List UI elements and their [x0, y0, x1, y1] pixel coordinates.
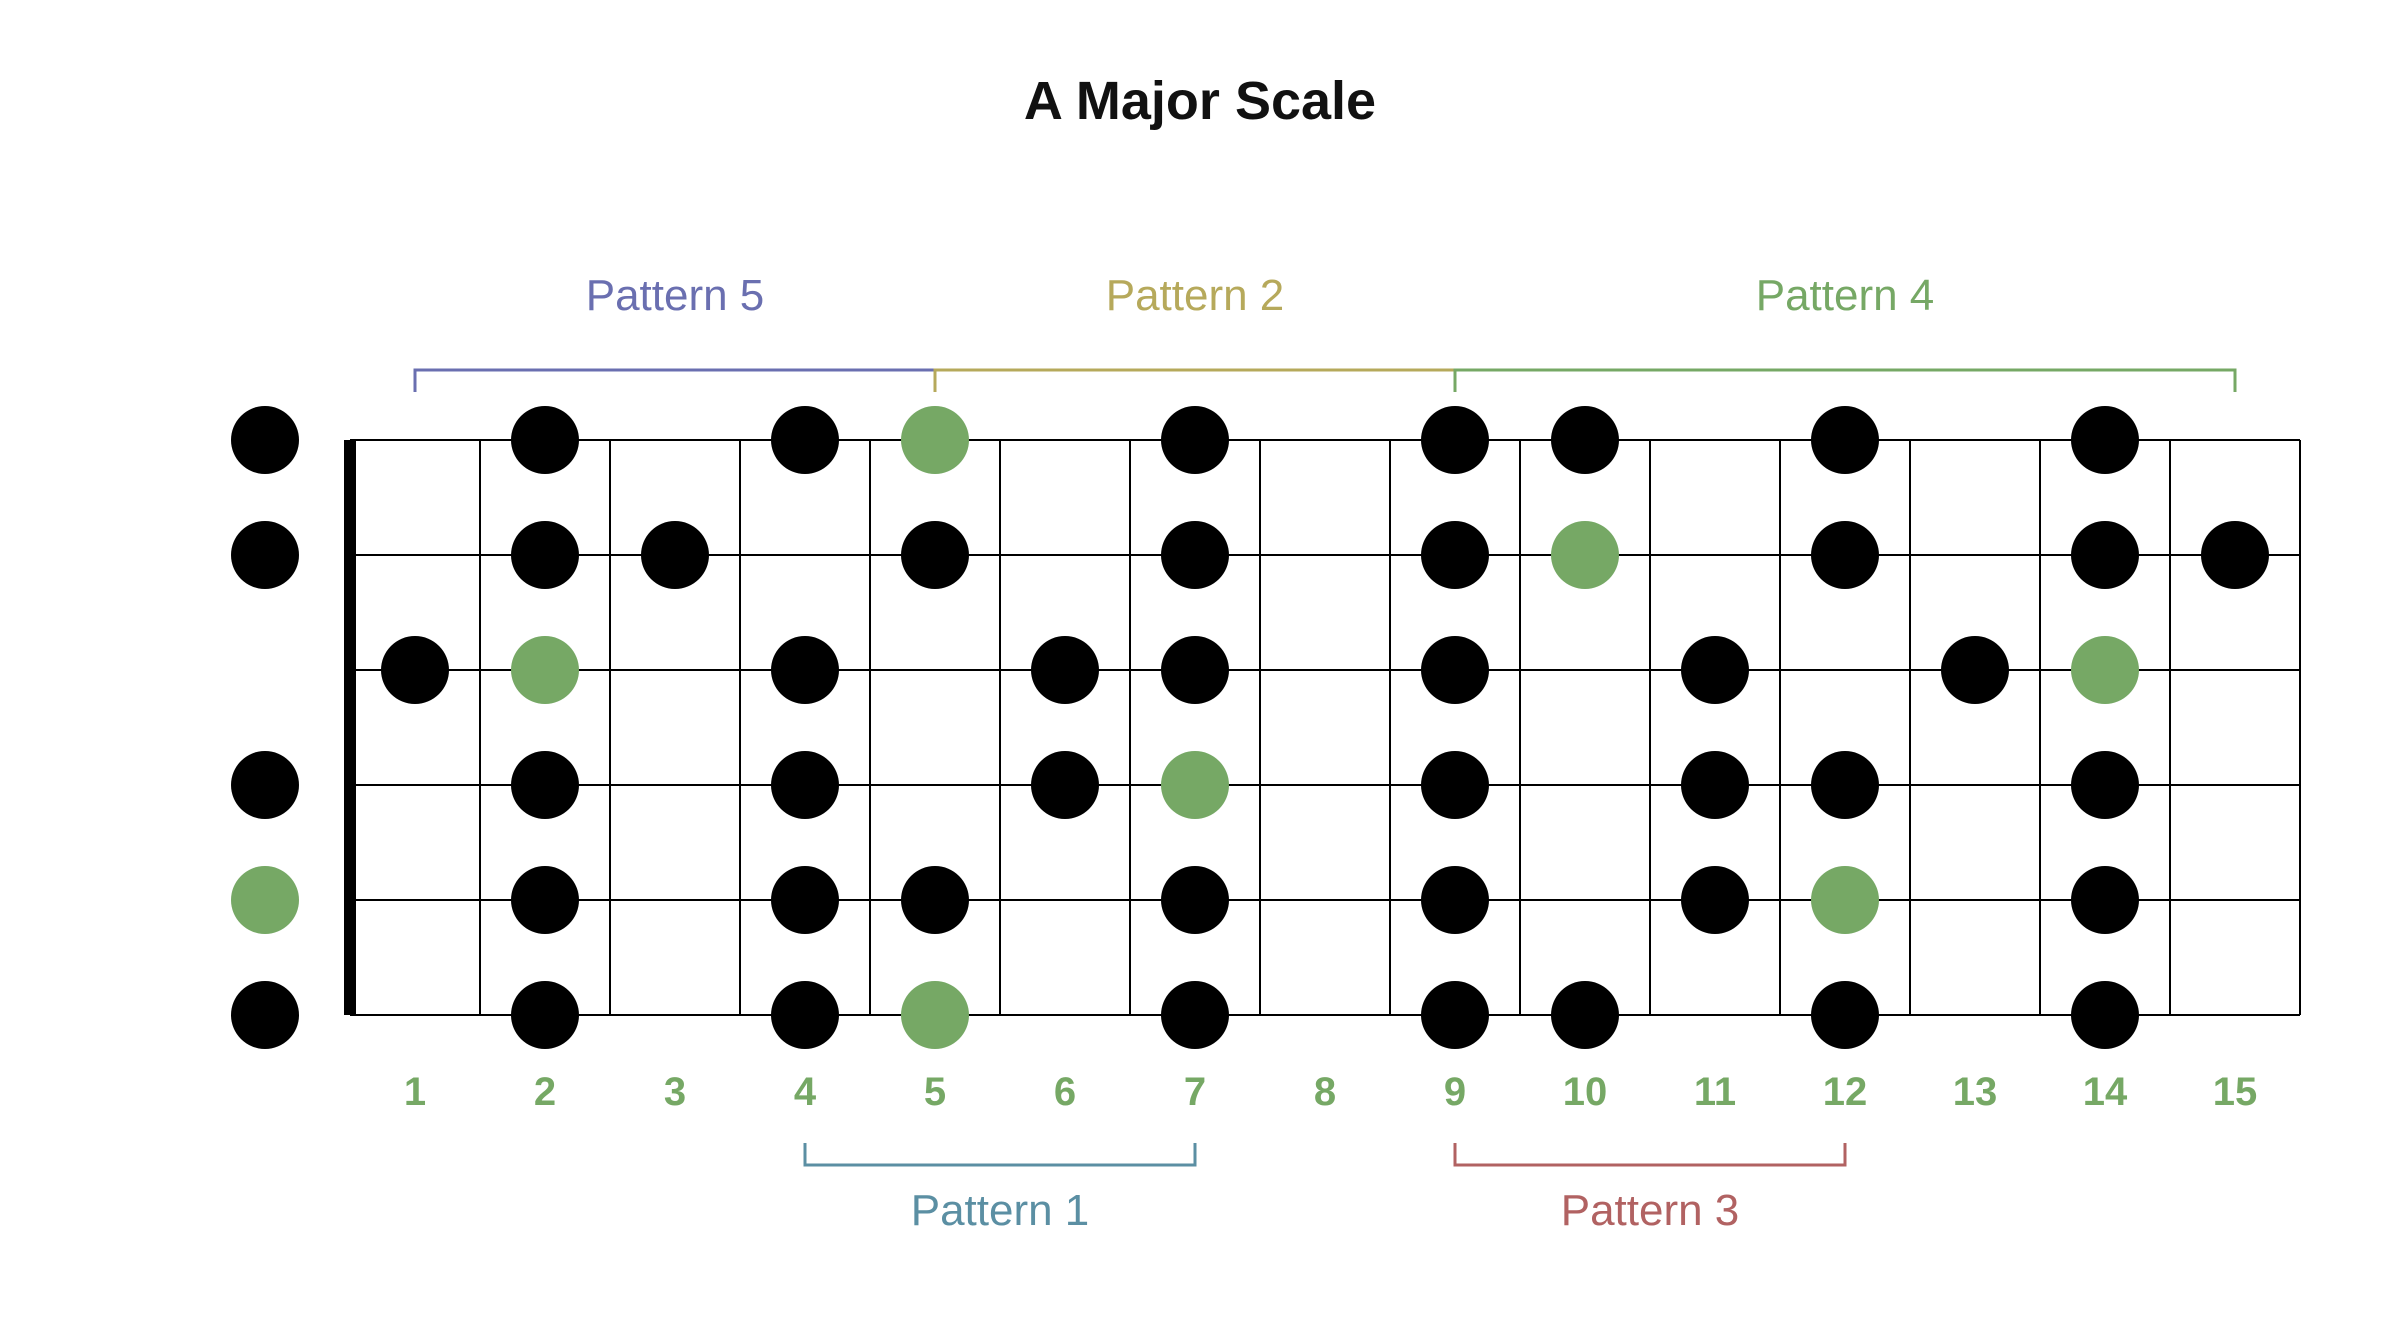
note	[511, 866, 579, 934]
note	[1811, 406, 1879, 474]
note	[511, 406, 579, 474]
pattern-bracket-top	[935, 370, 1455, 392]
pattern-bracket-bottom	[805, 1143, 1195, 1165]
note	[231, 521, 299, 589]
note	[1421, 636, 1489, 704]
diagram-title: A Major Scale	[0, 70, 2400, 132]
fret-number: 5	[924, 1070, 946, 1114]
note	[1551, 981, 1619, 1049]
note	[771, 751, 839, 819]
note	[1421, 866, 1489, 934]
fret-number: 7	[1184, 1070, 1206, 1114]
note	[1551, 406, 1619, 474]
note	[511, 751, 579, 819]
note	[1941, 636, 2009, 704]
note-root	[901, 406, 969, 474]
note	[1681, 866, 1749, 934]
pattern-label-bottom: Pattern 3	[1561, 1186, 1740, 1235]
note-root	[231, 866, 299, 934]
note	[901, 866, 969, 934]
fret-number: 13	[1953, 1070, 1998, 1114]
pattern-label-top: Pattern 5	[586, 271, 765, 320]
fret-number: 8	[1314, 1070, 1336, 1114]
note	[901, 521, 969, 589]
fret-number: 6	[1054, 1070, 1076, 1114]
fret-number: 4	[794, 1070, 817, 1114]
note	[1421, 521, 1489, 589]
fret-number: 11	[1694, 1070, 1736, 1114]
note	[1811, 521, 1879, 589]
note	[1161, 406, 1229, 474]
fret-number: 3	[664, 1070, 686, 1114]
note	[381, 636, 449, 704]
fret-number: 1	[404, 1070, 426, 1114]
fret-number: 15	[2213, 1070, 2258, 1114]
note	[231, 406, 299, 474]
note	[1681, 636, 1749, 704]
fret-number: 14	[2083, 1070, 2128, 1114]
note	[1031, 636, 1099, 704]
fret-number: 10	[1563, 1070, 1608, 1114]
pattern-bracket-top	[415, 370, 935, 392]
note	[1161, 636, 1229, 704]
note	[1421, 751, 1489, 819]
note	[1161, 866, 1229, 934]
note	[2071, 981, 2139, 1049]
note	[1681, 751, 1749, 819]
note-root	[901, 981, 969, 1049]
note	[1161, 521, 1229, 589]
note	[1421, 981, 1489, 1049]
note	[231, 751, 299, 819]
note-root	[2071, 636, 2139, 704]
note	[2071, 751, 2139, 819]
note	[1161, 981, 1229, 1049]
note	[771, 866, 839, 934]
note	[1421, 406, 1489, 474]
pattern-label-top: Pattern 4	[1756, 271, 1935, 320]
note	[1811, 751, 1879, 819]
page: A Major Scale 123456789101112131415Patte…	[0, 0, 2400, 1320]
pattern-bracket-top	[1455, 370, 2235, 392]
note	[511, 981, 579, 1049]
note	[1811, 981, 1879, 1049]
note	[771, 636, 839, 704]
note	[771, 981, 839, 1049]
note	[771, 406, 839, 474]
fret-number: 12	[1823, 1070, 1868, 1114]
note	[641, 521, 709, 589]
note	[511, 521, 579, 589]
note-root	[1161, 751, 1229, 819]
fret-number: 9	[1444, 1070, 1466, 1114]
note	[2201, 521, 2269, 589]
note-root	[511, 636, 579, 704]
note	[2071, 521, 2139, 589]
pattern-bracket-bottom	[1455, 1143, 1845, 1165]
fret-number: 2	[534, 1070, 556, 1114]
fretboard-diagram: 123456789101112131415Pattern 5Pattern 2P…	[0, 0, 2400, 1320]
pattern-label-bottom: Pattern 1	[911, 1186, 1090, 1235]
pattern-label-top: Pattern 2	[1106, 271, 1285, 320]
note	[231, 981, 299, 1049]
note-root	[1551, 521, 1619, 589]
note	[2071, 406, 2139, 474]
note	[1031, 751, 1099, 819]
note	[2071, 866, 2139, 934]
note-root	[1811, 866, 1879, 934]
